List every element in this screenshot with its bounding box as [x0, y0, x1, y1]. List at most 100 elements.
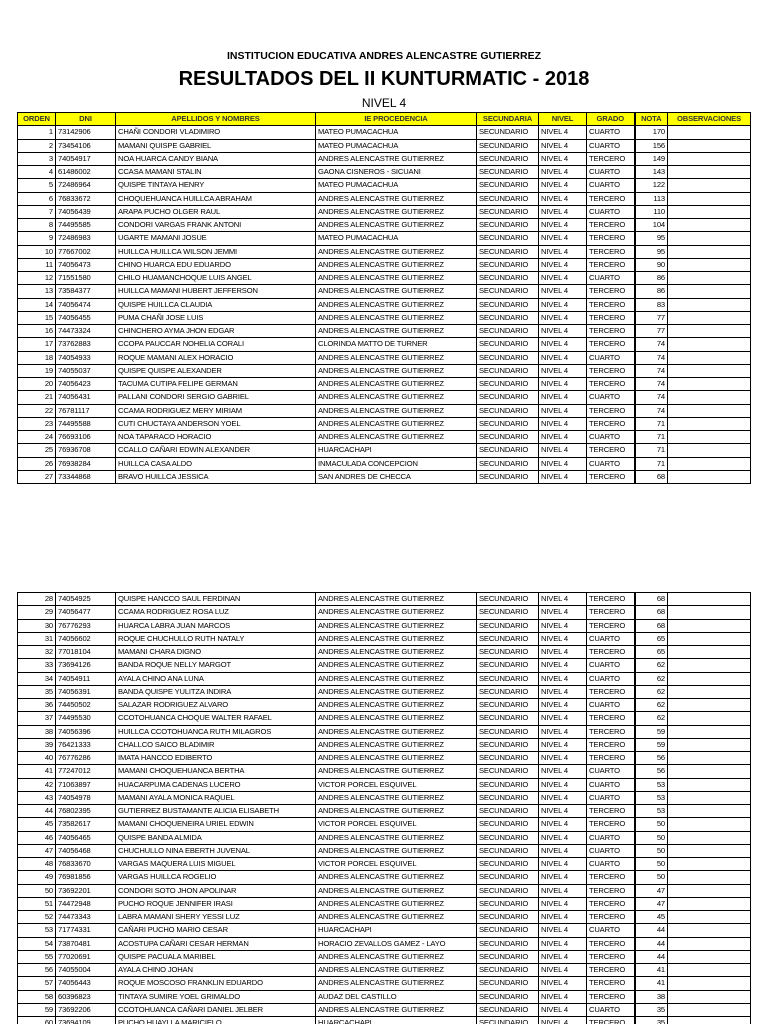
cell-grado: CUARTO — [586, 843, 635, 859]
cell-ie: ANDRES ALENCASTRE GUTIERREZ — [315, 724, 477, 739]
cell-secundaria: SECUNDARIO — [476, 790, 539, 806]
cell-orden: 35 — [17, 684, 56, 700]
cell-dni: 76802395 — [55, 803, 116, 819]
cell-ie: CLORINDA MATTO DE TURNER — [315, 337, 477, 352]
table-row: 40 76776286 IMATA HANCCO EDIBERTO ANDRES AL… — [17, 750, 751, 766]
column-header-nivel: NIVEL — [538, 111, 587, 127]
table-row: 41 77247012 MAMANI CHOQUEHUANCA BERTHA ANDR… — [17, 764, 751, 779]
cell-grado: TERCERO — [586, 803, 635, 819]
table-row: 22 76781117 CCAMA RODRIGUEZ MERY MIRIAM AND… — [17, 403, 751, 418]
cell-secundaria: SECUNDARIO — [476, 697, 539, 713]
cell-dni: 74055004 — [55, 962, 116, 978]
cell-orden: 43 — [17, 790, 56, 806]
cell-dni: 73584377 — [55, 284, 116, 299]
cell-ie: ANDRES ALENCASTRE GUTIERREZ — [315, 803, 477, 819]
cell-dni: 74495585 — [55, 217, 116, 233]
cell-nota: 59 — [633, 724, 668, 739]
cell-ie: HORACIO ZEVALLOS GAMEZ - LAYO — [315, 936, 477, 951]
cell-observaciones — [667, 390, 751, 405]
cell-orden: 53 — [17, 923, 56, 938]
cell-ie: ANDRES ALENCASTRE GUTIERREZ — [315, 605, 477, 620]
cell-orden: 36 — [17, 697, 56, 713]
cell-grado: TERCERO — [586, 618, 635, 633]
cell-grado: TERCERO — [586, 297, 635, 312]
cell-nota: 62 — [633, 711, 668, 726]
cell-nota: 71 — [633, 416, 668, 432]
cell-grado: TERCERO — [586, 870, 635, 885]
cell-nivel: NIVEL 4 — [538, 909, 587, 925]
table-row: 58 60396823 TINTAYA SUMIRE YOEL GRIMALDO AU… — [17, 989, 751, 1004]
cell-ie: ANDRES ALENCASTRE GUTIERREZ — [315, 870, 477, 885]
cell-observaciones — [667, 936, 751, 951]
cell-grado: TERCERO — [586, 949, 635, 965]
cell-grado: TERCERO — [586, 817, 635, 832]
cell-nota: 77 — [633, 323, 668, 339]
cell-grado: TERCERO — [586, 750, 635, 766]
cell-grado: TERCERO — [586, 416, 635, 432]
cell-nivel: NIVEL 4 — [538, 297, 587, 312]
cell-nota: 65 — [633, 644, 668, 660]
cell-ie: ANDRES ALENCASTRE GUTIERREZ — [315, 618, 477, 633]
cell-grado: TERCERO — [586, 737, 635, 753]
cell-nota: 156 — [633, 138, 668, 153]
table-row: 44 76802395 GUTIERREZ BUSTAMANTE ALICIA EL… — [17, 803, 751, 819]
cell-orden: 21 — [17, 390, 56, 405]
cell-name: AYALA CHINO JOHAN — [115, 962, 316, 978]
cell-dni: 74056391 — [55, 684, 116, 700]
cell-nota: 71 — [633, 443, 668, 458]
cell-grado: CUARTO — [586, 697, 635, 713]
cell-nivel: NIVEL 4 — [538, 750, 587, 766]
cell-nota: 50 — [633, 870, 668, 885]
cell-name: ROQUE CHUCHULLO RUTH NATALY — [115, 631, 316, 647]
cell-grado: TERCERO — [586, 323, 635, 339]
cell-nivel: NIVEL 4 — [538, 923, 587, 938]
cell-ie: VICTOR PORCEL ESQUIVEL — [315, 817, 477, 832]
cell-ie: ANDRES ALENCASTRE GUTIERREZ — [315, 684, 477, 700]
cell-observaciones — [667, 429, 751, 445]
cell-nivel: NIVEL 4 — [538, 125, 587, 140]
cell-grado: TERCERO — [586, 644, 635, 660]
cell-orden: 6 — [17, 191, 56, 206]
cell-secundaria: SECUNDARIO — [476, 605, 539, 620]
cell-dni: 76833672 — [55, 191, 116, 206]
table-row: 14 74056474 QUISPE HUILLCA CLAUDIA ANDRES A… — [17, 297, 751, 312]
cell-orden: 44 — [17, 803, 56, 819]
cell-dni: 74056455 — [55, 310, 116, 326]
cell-observaciones — [667, 151, 751, 167]
cell-grado: CUARTO — [586, 856, 635, 872]
table-row: 47 74056468 CHUCHULLO NINA EBERTH JUVENAL A… — [17, 843, 751, 859]
cell-observaciones — [667, 711, 751, 726]
cell-secundaria: SECUNDARIO — [476, 1002, 539, 1018]
results-table-part-1: ORDEN DNI APELLIDOS Y NOMBRES IE PROCEDE… — [17, 111, 751, 485]
cell-name: CHINO HUARCA EDU EDUARDO — [115, 257, 316, 273]
cell-ie: INMACULADA CONCEPCION — [315, 456, 477, 471]
cell-nivel: NIVEL 4 — [538, 151, 587, 167]
cell-grado: TERCERO — [586, 376, 635, 392]
cell-ie: ANDRES ALENCASTRE GUTIERREZ — [315, 350, 477, 365]
cell-grado: CUARTO — [586, 138, 635, 153]
cell-ie: ANDRES ALENCASTRE GUTIERREZ — [315, 591, 477, 607]
cell-observaciones — [667, 671, 751, 686]
cell-dni: 74495588 — [55, 416, 116, 432]
cell-nota: 74 — [633, 403, 668, 418]
cell-grado: CUARTO — [586, 671, 635, 686]
table-row: 36 74450502 SALAZAR RODRIGUEZ ALVARO ANDRES… — [17, 697, 751, 713]
cell-name: TINTAYA SUMIRE YOEL GRIMALDO — [115, 989, 316, 1004]
cell-secundaria: SECUNDARIO — [476, 178, 539, 193]
cell-observaciones — [667, 257, 751, 273]
cell-name: CUTI CHUCTAYA ANDERSON YOEL — [115, 416, 316, 432]
cell-grado: TERCERO — [586, 976, 635, 991]
cell-orden: 32 — [17, 644, 56, 660]
cell-nota: 68 — [633, 591, 668, 607]
cell-ie: ANDRES ALENCASTRE GUTIERREZ — [315, 658, 477, 673]
cell-orden: 51 — [17, 896, 56, 912]
cell-orden: 9 — [17, 231, 56, 246]
cell-secundaria: SECUNDARIO — [476, 803, 539, 819]
table-row: 16 74473324 CHINCHERO AYMA JHON EDGAR ANDRE… — [17, 323, 751, 339]
cell-name: QUISPE PACUALA MARIBEL — [115, 949, 316, 965]
cell-observaciones — [667, 244, 751, 259]
cell-secundaria: SECUNDARIO — [476, 750, 539, 766]
cell-observaciones — [667, 790, 751, 806]
cell-orden: 20 — [17, 376, 56, 392]
cell-grado: CUARTO — [586, 456, 635, 471]
